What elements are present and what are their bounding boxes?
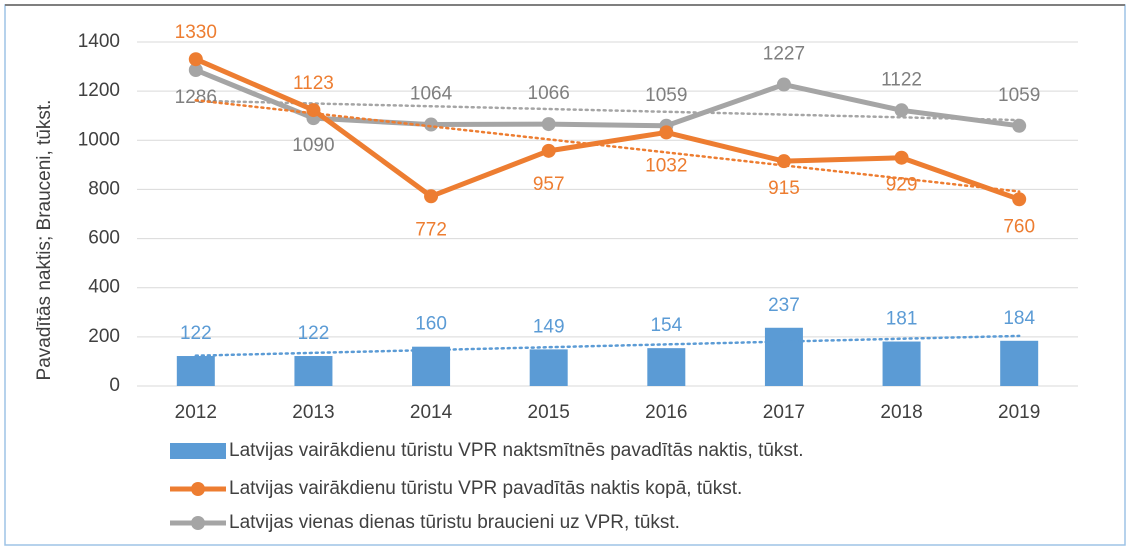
trendline [194, 334, 1021, 357]
trendline [194, 99, 1021, 193]
x-tick-label: 2014 [410, 402, 453, 423]
marker [188, 52, 203, 67]
line [194, 56, 1021, 202]
data-label: 122 [180, 323, 212, 344]
legend-label: Latvijas vairākdienu tūristu VPR naktsmī… [229, 440, 804, 461]
legend-label: Latvijas vairākdienu tūristu VPR pavadīt… [229, 478, 742, 499]
y-tick-label: 1400 [78, 31, 120, 52]
marker [659, 125, 674, 140]
bar [1000, 340, 1039, 386]
marker [776, 77, 791, 92]
x-tick-label: 2015 [528, 402, 570, 423]
data-label: 160 [415, 314, 447, 335]
data-label: 1090 [292, 135, 334, 156]
legend-label: Latvijas vienas dienas tūristu braucieni… [229, 512, 680, 533]
data-label: 929 [886, 175, 918, 196]
y-tick-label: 600 [88, 228, 120, 249]
data-label: 154 [650, 315, 682, 336]
legend-marker [191, 482, 205, 496]
x-tick-label: 2017 [763, 402, 805, 423]
y-tick-label: 0 [109, 375, 120, 396]
data-label: 915 [768, 178, 800, 199]
marker [424, 189, 439, 204]
data-label: 1066 [528, 83, 570, 104]
data-label: 957 [533, 174, 565, 195]
data-label: 1032 [645, 155, 687, 176]
data-label: 1286 [175, 87, 217, 108]
trendline [194, 99, 1021, 122]
marker [188, 63, 203, 78]
y-tick-label: 800 [88, 178, 120, 199]
marker [1012, 118, 1027, 133]
legend-marker [191, 516, 205, 530]
bar [647, 348, 686, 386]
line [194, 67, 1020, 129]
x-tick-label: 2012 [175, 402, 217, 423]
x-tick-label: 2019 [998, 402, 1040, 423]
marker [541, 117, 556, 132]
data-label: 181 [886, 309, 918, 330]
marker [424, 117, 439, 132]
data-label: 1122 [881, 69, 922, 90]
data-label: 760 [1003, 216, 1035, 237]
data-label: 1227 [763, 44, 805, 65]
bar [529, 349, 568, 386]
x-tick-label: 2013 [292, 402, 334, 423]
y-tick-label: 1200 [78, 80, 120, 101]
data-label: 1123 [293, 73, 334, 94]
data-label: 184 [1003, 308, 1035, 329]
bar [764, 327, 803, 386]
data-label: 122 [298, 323, 330, 344]
data-label: 149 [533, 316, 565, 337]
bar [294, 356, 333, 386]
data-label: 1330 [175, 22, 217, 43]
y-tick-label: 400 [88, 277, 120, 298]
bar [412, 346, 451, 386]
marker [894, 103, 909, 118]
bar [882, 341, 921, 386]
bar [176, 356, 215, 386]
marker [541, 143, 556, 158]
data-label: 1064 [410, 84, 453, 105]
marker [1012, 192, 1027, 207]
x-tick-label: 2018 [880, 402, 922, 423]
data-label: 772 [415, 219, 447, 240]
marker [894, 150, 909, 165]
data-label: 237 [768, 295, 800, 316]
y-axis-label: Pavadītās naktis; Brauceni, tūkst. [34, 100, 55, 381]
data-label: 1059 [998, 85, 1040, 106]
y-tick-label: 200 [88, 326, 120, 347]
y-tick-label: 1000 [78, 129, 120, 150]
marker [306, 103, 321, 118]
x-tick-label: 2016 [645, 402, 687, 423]
legend-swatch [170, 443, 226, 459]
data-label: 1059 [645, 85, 687, 106]
